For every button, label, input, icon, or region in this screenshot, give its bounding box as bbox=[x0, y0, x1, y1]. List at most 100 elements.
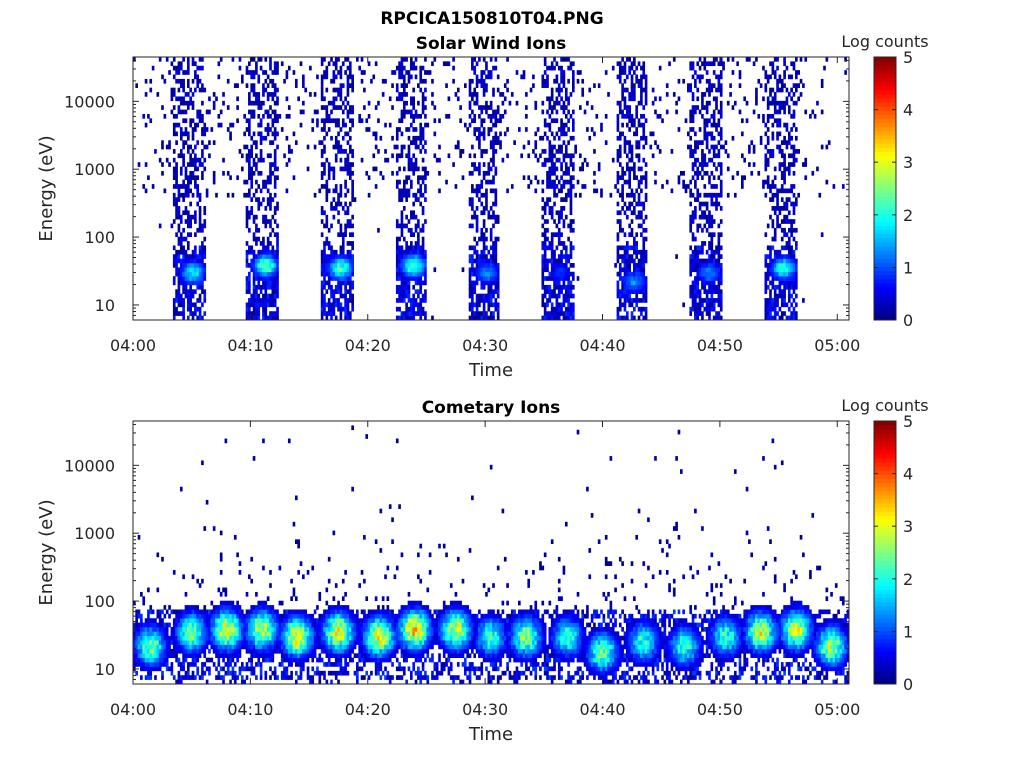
heatmap-cell bbox=[182, 263, 185, 268]
heatmap-cell bbox=[689, 271, 693, 277]
heatmap-cell bbox=[363, 87, 366, 93]
heatmap-cell bbox=[407, 219, 411, 224]
heatmap-cell bbox=[783, 179, 786, 185]
heatmap-cell bbox=[701, 113, 704, 119]
heatmap-cell bbox=[694, 157, 697, 163]
heatmap-cell bbox=[330, 201, 333, 207]
heatmap-cell bbox=[203, 263, 207, 268]
heatmap-cell bbox=[412, 214, 416, 220]
heatmap-cell bbox=[149, 657, 153, 663]
heatmap-cell bbox=[334, 122, 338, 128]
heatmap-cell bbox=[177, 105, 181, 110]
heatmap-cell bbox=[198, 219, 202, 224]
heatmap-cell bbox=[262, 311, 265, 316]
heatmap-cell bbox=[172, 184, 176, 189]
heatmap-cell bbox=[421, 271, 425, 277]
heatmap-cell bbox=[407, 144, 411, 150]
heatmap-cell bbox=[433, 153, 437, 159]
heatmap-cell bbox=[323, 311, 326, 316]
heatmap-cell bbox=[339, 70, 343, 75]
heatmap-cell bbox=[623, 135, 627, 141]
heatmap-cell bbox=[790, 127, 793, 132]
heatmap-cell bbox=[555, 232, 559, 238]
heatmap-cell bbox=[311, 118, 315, 124]
heatmap-cell bbox=[492, 254, 495, 259]
heatmap-cell bbox=[212, 92, 216, 97]
heatmap-cell bbox=[471, 162, 474, 167]
heatmap-cell bbox=[201, 271, 204, 277]
heatmap-cell bbox=[196, 227, 200, 233]
heatmap-cell bbox=[496, 135, 500, 141]
heatmap-cell bbox=[330, 166, 333, 172]
heatmap-cell bbox=[410, 276, 413, 281]
heatmap-cell bbox=[184, 613, 188, 619]
heatmap-cell bbox=[410, 210, 413, 216]
heatmap-cell bbox=[412, 162, 416, 167]
heatmap-cell bbox=[773, 206, 777, 211]
heatmap-cell bbox=[494, 197, 498, 202]
heatmap-cell bbox=[402, 179, 406, 185]
heatmap-cell bbox=[172, 276, 176, 281]
heatmap-cell bbox=[689, 113, 693, 119]
heatmap-cell bbox=[623, 245, 627, 251]
heatmap-cell bbox=[144, 648, 148, 654]
heatmap-cell bbox=[273, 109, 277, 115]
heatmap-cell bbox=[294, 140, 298, 145]
heatmap-cell bbox=[764, 83, 768, 88]
heatmap-cell bbox=[628, 245, 631, 251]
heatmap-cell bbox=[621, 83, 624, 88]
colorbar-segment bbox=[874, 254, 896, 259]
colorbar-segment bbox=[874, 196, 896, 202]
heatmap-cell bbox=[410, 306, 413, 312]
heatmap-cell bbox=[569, 302, 573, 308]
heatmap-cell bbox=[804, 109, 808, 115]
heatmap-cell bbox=[478, 302, 481, 308]
heatmap-cell bbox=[635, 78, 639, 84]
heatmap-cell bbox=[546, 179, 549, 185]
heatmap-cell bbox=[635, 263, 639, 268]
heatmap-cell bbox=[703, 298, 707, 303]
heatmap-cell bbox=[633, 289, 636, 294]
heatmap-cell bbox=[170, 648, 174, 654]
heatmap-cell bbox=[461, 175, 465, 181]
heatmap-cell bbox=[147, 653, 150, 658]
heatmap-cell bbox=[276, 284, 279, 290]
heatmap-cell bbox=[177, 78, 181, 84]
heatmap-cell bbox=[710, 157, 714, 163]
heatmap-cell bbox=[689, 254, 693, 259]
heatmap-cell bbox=[773, 105, 777, 110]
heatmap-cell bbox=[579, 153, 582, 159]
heatmap-cell bbox=[421, 241, 425, 246]
heatmap-cell bbox=[421, 100, 425, 106]
heatmap-cell bbox=[508, 100, 512, 106]
heatmap-cell bbox=[393, 70, 397, 75]
heatmap-cell bbox=[412, 254, 416, 259]
heatmap-cell bbox=[625, 241, 629, 246]
heatmap-cell bbox=[571, 311, 575, 316]
heatmap-cell bbox=[412, 87, 416, 93]
heatmap-cell bbox=[764, 122, 768, 128]
heatmap-cell bbox=[398, 249, 401, 255]
heatmap-cell bbox=[611, 157, 615, 163]
heatmap-cell bbox=[546, 122, 549, 128]
heatmap-cell bbox=[644, 197, 648, 202]
heatmap-cell bbox=[489, 289, 493, 294]
heatmap-cell bbox=[773, 298, 777, 303]
heatmap-cell bbox=[140, 662, 143, 667]
heatmap-cell bbox=[165, 622, 169, 628]
heatmap-cell bbox=[656, 113, 660, 119]
heatmap-cell bbox=[550, 306, 554, 312]
heatmap-cell bbox=[543, 315, 547, 321]
heatmap-cell bbox=[172, 622, 176, 628]
heatmap-cell bbox=[262, 135, 265, 141]
heatmap-cell bbox=[468, 201, 472, 207]
heatmap-cell bbox=[156, 622, 160, 628]
heatmap-cell bbox=[665, 92, 669, 97]
heatmap-cell bbox=[745, 118, 749, 124]
heatmap-cell bbox=[687, 87, 690, 93]
heatmap-cell bbox=[198, 210, 202, 216]
heatmap-cell bbox=[576, 70, 580, 75]
heatmap-cell bbox=[710, 87, 714, 93]
heatmap-cell bbox=[717, 140, 721, 145]
heatmap-cell bbox=[149, 631, 153, 637]
